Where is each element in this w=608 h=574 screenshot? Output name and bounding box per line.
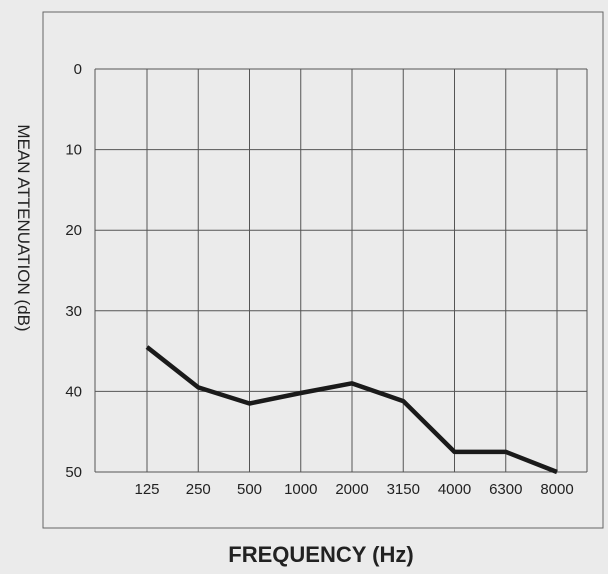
y-tick-label: 50 <box>65 464 82 481</box>
y-tick-label: 40 <box>65 383 82 400</box>
x-tick-label: 500 <box>237 481 262 498</box>
x-tick-label: 125 <box>134 481 159 498</box>
x-axis-label: FREQUENCY (Hz) <box>228 542 413 567</box>
x-tick-label: 4000 <box>438 481 471 498</box>
y-tick-labels: 0 10 20 30 40 50 <box>65 61 82 481</box>
y-axis-label: MEAN ATTENUATION (dB) <box>14 124 33 331</box>
grid <box>94 68 588 473</box>
x-tick-label: 3150 <box>387 481 420 498</box>
chart-frame <box>42 11 604 529</box>
y-tick-label: 30 <box>65 303 82 320</box>
y-tick-label: 0 <box>74 61 82 78</box>
y-tick-label: 20 <box>65 222 82 239</box>
x-tick-labels: 125 250 500 1000 2000 3150 4000 6300 8000 <box>134 481 573 498</box>
x-tick-label: 6300 <box>489 481 522 498</box>
x-tick-label: 8000 <box>540 481 573 498</box>
x-tick-label: 1000 <box>284 481 317 498</box>
series-layer <box>145 345 558 475</box>
x-tick-label: 250 <box>186 481 211 498</box>
x-tick-label: 2000 <box>335 481 368 498</box>
y-tick-label: 10 <box>65 142 82 159</box>
